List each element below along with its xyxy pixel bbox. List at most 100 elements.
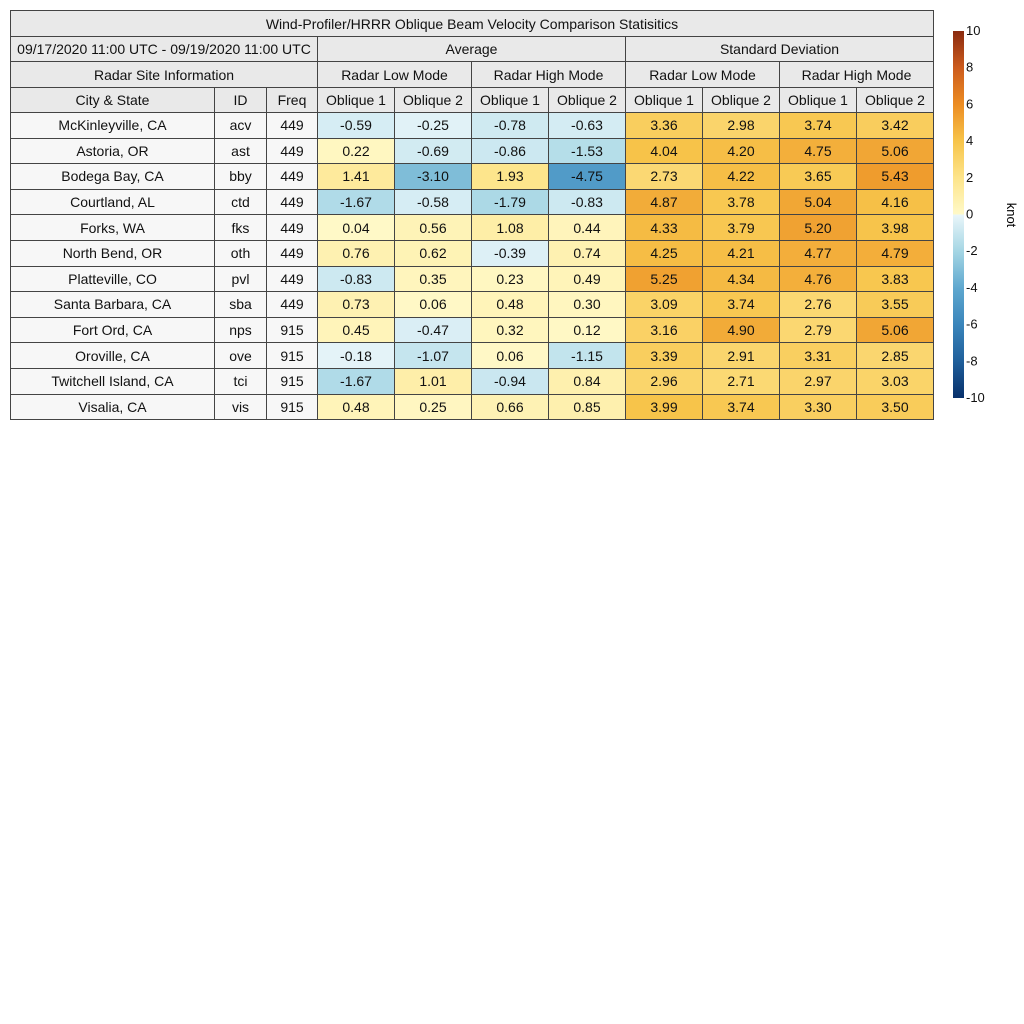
column-header: Oblique 2 [394, 87, 472, 113]
std-value-cell: 3.74 [702, 393, 780, 421]
average-value-cell: 0.48 [471, 291, 549, 318]
average-value-cell: 0.56 [394, 214, 472, 241]
site-city-cell: Fort Ord, CA [10, 316, 215, 344]
average-value-cell: 0.06 [471, 342, 549, 369]
std-value-cell: 5.25 [625, 265, 703, 293]
site-freq-cell: 915 [266, 393, 318, 421]
average-value-cell: -0.59 [317, 112, 395, 139]
colorbar-svg: 10 8 6 4 2 0 -2 -4 -6 -8 -10 knot [953, 24, 1019, 405]
site-id-cell: sba [214, 291, 267, 318]
average-value-cell: -1.79 [471, 188, 549, 216]
site-info-header: Radar Site Information [10, 61, 318, 88]
average-value-cell: -4.75 [548, 163, 626, 190]
std-value-cell: 4.04 [625, 137, 703, 165]
std-value-cell: 4.20 [702, 137, 780, 165]
table-title: Wind-Profiler/HRRR Oblique Beam Velocity… [10, 10, 934, 37]
std-value-cell: 4.34 [702, 265, 780, 293]
std-value-cell: 4.87 [625, 188, 703, 216]
site-city-cell: Visalia, CA [10, 393, 215, 421]
average-value-cell: -1.53 [548, 137, 626, 165]
average-value-cell: 0.25 [394, 393, 472, 421]
mode-header: Radar High Mode [779, 61, 934, 88]
column-header: Oblique 1 [317, 87, 395, 113]
average-value-cell: -0.25 [394, 112, 472, 139]
table-row: Oroville, CA ove 915 -0.18 -1.07 0.06 -1.15 3.3… [10, 342, 934, 369]
std-value-cell: 5.04 [779, 188, 857, 216]
average-value-cell: 0.76 [317, 239, 395, 267]
average-value-cell: 1.01 [394, 367, 472, 395]
std-value-cell: 3.98 [856, 214, 934, 241]
average-value-cell: 0.74 [548, 239, 626, 267]
column-header: Oblique 2 [856, 87, 934, 113]
colorbar-tick-label: 4 [966, 133, 973, 148]
average-value-cell: 0.45 [317, 316, 395, 344]
site-city-cell: Twitchell Island, CA [10, 367, 215, 395]
average-value-cell: -0.86 [471, 137, 549, 165]
stats-table: Wind-Profiler/HRRR Oblique Beam Velocity… [10, 10, 934, 421]
std-value-cell: 3.42 [856, 112, 934, 139]
colorbar-tick-label: -8 [966, 353, 978, 368]
average-value-cell: -0.83 [548, 188, 626, 216]
table-row: North Bend, OR oth 449 0.76 0.62 -0.39 0.74 4.2… [10, 239, 934, 267]
std-value-cell: 4.16 [856, 188, 934, 216]
table-row: Platteville, CO pvl 449 -0.83 0.35 0.23 0.49 5.… [10, 265, 934, 293]
site-freq-cell: 449 [266, 163, 318, 190]
average-value-cell: 0.04 [317, 214, 395, 241]
std-value-cell: 2.85 [856, 342, 934, 369]
average-value-cell: -0.78 [471, 112, 549, 139]
std-value-cell: 3.79 [702, 214, 780, 241]
table-row: Twitchell Island, CA tci 915 -1.67 1.01 -0.94… [10, 367, 934, 395]
column-header: Oblique 1 [779, 87, 857, 113]
colorbar-tick-label: 6 [966, 96, 973, 111]
column-header: Oblique 2 [548, 87, 626, 113]
average-value-cell: 1.41 [317, 163, 395, 190]
site-id-cell: pvl [214, 265, 267, 293]
std-value-cell: 4.90 [702, 316, 780, 344]
std-value-cell: 3.16 [625, 316, 703, 344]
average-value-cell: 0.30 [548, 291, 626, 318]
std-value-cell: 3.99 [625, 393, 703, 421]
std-value-cell: 3.74 [779, 112, 857, 139]
period-header: 09/17/2020 11:00 UTC - 09/19/2020 11:00 … [10, 36, 318, 62]
average-header: Average [317, 36, 626, 62]
mode-header: Radar Low Mode [317, 61, 472, 88]
site-freq-cell: 449 [266, 239, 318, 267]
std-value-cell: 5.43 [856, 163, 934, 190]
site-id-cell: nps [214, 316, 267, 344]
average-value-cell: 1.93 [471, 163, 549, 190]
average-value-cell: -0.58 [394, 188, 472, 216]
site-city-cell: McKinleyville, CA [10, 112, 215, 139]
std-value-cell: 2.91 [702, 342, 780, 369]
table-row: Fort Ord, CA nps 915 0.45 -0.47 0.32 0.12 3.16 4… [10, 316, 934, 344]
site-id-cell: oth [214, 239, 267, 267]
table-row: McKinleyville, CA acv 449 -0.59 -0.25 -0.78 -0… [10, 112, 934, 139]
site-city-cell: Astoria, OR [10, 137, 215, 165]
table-row: Courtland, AL ctd 449 -1.67 -0.58 -1.79 -0.83 4… [10, 188, 934, 216]
average-value-cell: 0.12 [548, 316, 626, 344]
table-row: Forks, WA fks 449 0.04 0.56 1.08 0.44 4.33 3.79 5… [10, 214, 934, 241]
site-freq-cell: 449 [266, 112, 318, 139]
std-value-cell: 5.06 [856, 137, 934, 165]
column-header: Freq [266, 87, 318, 113]
colorbar-tick-label: -2 [966, 243, 978, 258]
average-value-cell: -0.94 [471, 367, 549, 395]
site-freq-cell: 915 [266, 316, 318, 344]
average-value-cell: -0.18 [317, 342, 395, 369]
average-value-cell: 0.84 [548, 367, 626, 395]
average-value-cell: -1.15 [548, 342, 626, 369]
std-value-cell: 2.76 [779, 291, 857, 318]
std-value-cell: 5.20 [779, 214, 857, 241]
std-value-cell: 3.30 [779, 393, 857, 421]
average-value-cell: 0.49 [548, 265, 626, 293]
average-value-cell: 0.22 [317, 137, 395, 165]
average-value-cell: 0.62 [394, 239, 472, 267]
table-row: Visalia, CA vis 915 0.48 0.25 0.66 0.85 3.99 3.7… [10, 393, 934, 421]
average-value-cell: -1.67 [317, 367, 395, 395]
site-city-cell: Santa Barbara, CA [10, 291, 215, 318]
colorbar-tick-label: 2 [966, 170, 973, 185]
average-value-cell: -1.67 [317, 188, 395, 216]
std-value-cell: 4.79 [856, 239, 934, 267]
average-value-cell: -1.07 [394, 342, 472, 369]
table-row: Bodega Bay, CA bby 449 1.41 -3.10 1.93 -4.75 2.… [10, 163, 934, 190]
std-value-cell: 3.83 [856, 265, 934, 293]
